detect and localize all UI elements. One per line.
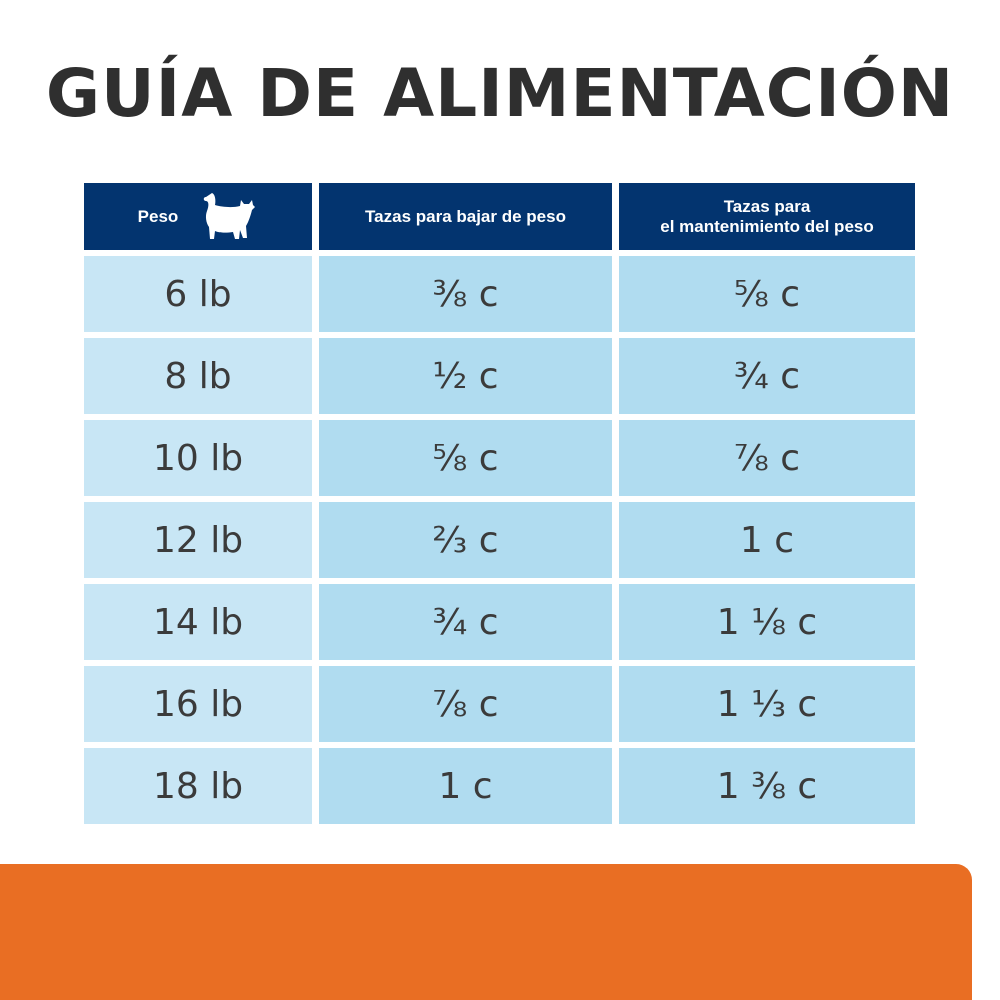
- cell-maintenance: 1 ⅛ c: [619, 584, 915, 660]
- cell-loss: ½ c: [319, 338, 612, 414]
- page-title: GUÍA DE ALIMENTACIÓN: [45, 55, 955, 132]
- cell-loss: ⅜ c: [319, 256, 612, 332]
- cell-loss: ⅝ c: [319, 420, 612, 496]
- feeding-table: Peso Tazas para bajar de peso Tazas para…: [84, 183, 915, 824]
- cell-loss: 1 c: [319, 748, 612, 824]
- cell-loss: ⅞ c: [319, 666, 612, 742]
- cell-weight: 18 lb: [84, 748, 312, 824]
- cell-maintenance: 1 c: [619, 502, 915, 578]
- footer-band: [0, 864, 972, 1000]
- cell-loss: ¾ c: [319, 584, 612, 660]
- cell-maintenance: 1 ⅓ c: [619, 666, 915, 742]
- header-weight-loss: Tazas para bajar de peso: [319, 183, 612, 250]
- cell-weight: 16 lb: [84, 666, 312, 742]
- cell-maintenance: ⅝ c: [619, 256, 915, 332]
- header-weight-label: Peso: [137, 206, 179, 226]
- header-maintenance: Tazas para el mantenimiento del peso: [619, 183, 915, 250]
- cell-maintenance: ⅞ c: [619, 420, 915, 496]
- cell-weight: 12 lb: [84, 502, 312, 578]
- cell-weight: 10 lb: [84, 420, 312, 496]
- cell-maintenance: 1 ⅜ c: [619, 748, 915, 824]
- cell-weight: 8 lb: [84, 338, 312, 414]
- cat-icon: [204, 192, 256, 239]
- cell-loss: ⅔ c: [319, 502, 612, 578]
- cell-weight: 6 lb: [84, 256, 312, 332]
- cell-maintenance: ¾ c: [619, 338, 915, 414]
- header-maintenance-line2: el mantenimiento del peso: [660, 216, 874, 236]
- header-maintenance-line1: Tazas para: [723, 196, 811, 216]
- cell-weight: 14 lb: [84, 584, 312, 660]
- header-weight: Peso: [84, 183, 312, 250]
